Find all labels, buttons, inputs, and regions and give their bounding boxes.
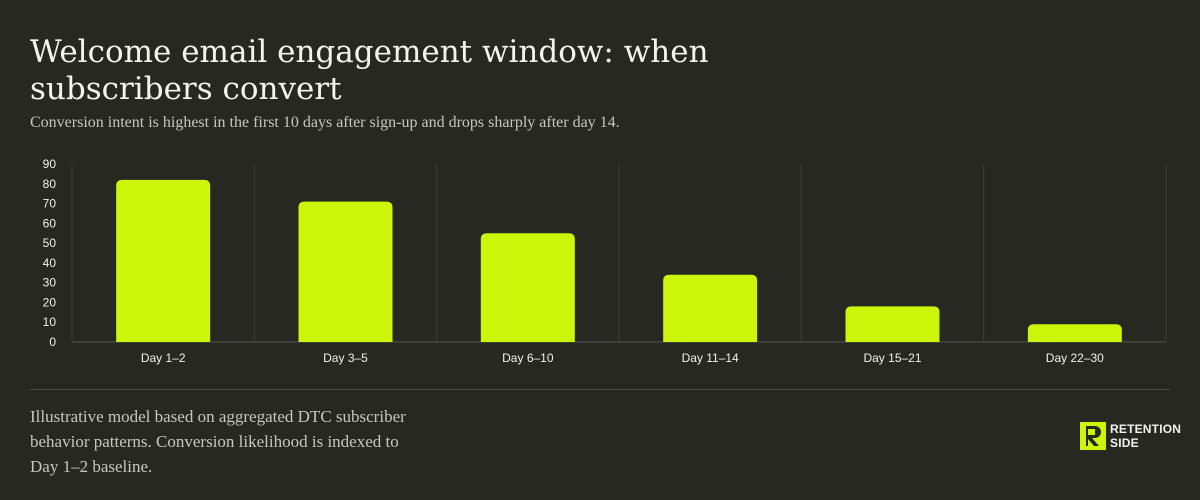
bar bbox=[116, 179, 211, 342]
bar bbox=[845, 306, 940, 342]
x-tick-label: Day 11–14 bbox=[682, 351, 739, 365]
logo-text-line2: SIDE bbox=[1110, 436, 1139, 450]
x-tick-label: Day 3–5 bbox=[323, 351, 368, 365]
bar bbox=[1027, 324, 1122, 342]
y-tick-label: 30 bbox=[43, 276, 57, 290]
bar bbox=[663, 274, 758, 342]
y-tick-label: 90 bbox=[43, 157, 57, 171]
x-tick-label: Day 15–21 bbox=[863, 351, 921, 365]
retention-side-logo: RETENTION SIDE bbox=[1080, 422, 1181, 450]
logo-text-line1: RETENTION bbox=[1110, 422, 1182, 436]
x-tick-label: Day 22–30 bbox=[1046, 351, 1104, 365]
y-tick-label: 50 bbox=[43, 236, 57, 250]
y-tick-label: 60 bbox=[43, 216, 57, 230]
bar bbox=[480, 233, 575, 342]
logo-mark-icon bbox=[1080, 422, 1106, 450]
bar-chart: 0 10 20 30 40 50 60 70 80 90 Day 1–2 Day 3–5 Day 6–1… bbox=[43, 157, 1167, 365]
chart-subtitle: Conversion intent is highest in the firs… bbox=[30, 114, 620, 131]
y-tick-label: 40 bbox=[43, 256, 57, 270]
bar bbox=[298, 201, 393, 342]
y-tick-label: 70 bbox=[43, 197, 57, 211]
y-tick-label: 80 bbox=[43, 177, 57, 191]
x-tick-label: Day 1–2 bbox=[141, 351, 186, 365]
y-tick-label: 20 bbox=[43, 295, 57, 309]
x-tick-label: Day 6–10 bbox=[502, 351, 554, 365]
chart-title: Welcome email engagement window: when su… bbox=[30, 34, 709, 107]
y-tick-label: 10 bbox=[43, 315, 57, 329]
footer-divider bbox=[30, 389, 1170, 390]
y-tick-label: 0 bbox=[49, 335, 56, 349]
methodology-note: Illustrative model based on aggregated D… bbox=[30, 407, 406, 476]
